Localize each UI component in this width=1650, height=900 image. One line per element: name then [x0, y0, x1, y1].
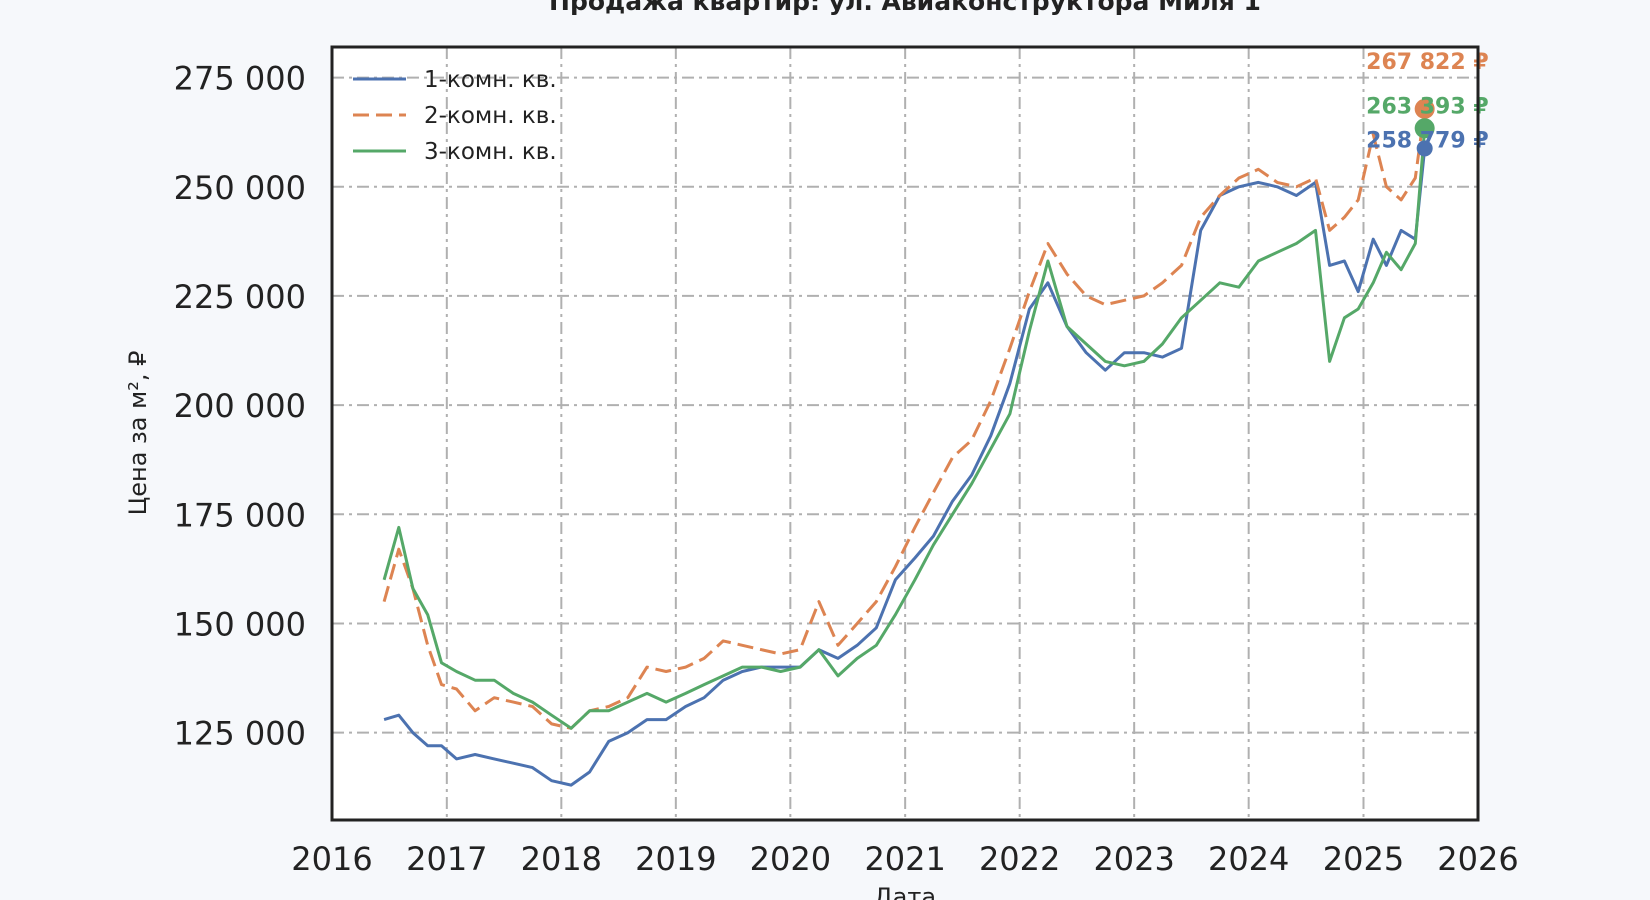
- y-axis-label: Цена за м², ₽: [124, 351, 152, 516]
- series-end-marker: [1414, 118, 1435, 139]
- end-value-labels: 258 779 ₽ 267 822 ₽ 263 393 ₽: [1366, 50, 1488, 153]
- series-line: [382, 108, 1427, 730]
- y-tick-label: 225 000: [174, 278, 306, 316]
- x-tick-label: 2024: [1208, 840, 1289, 878]
- y-tick-label: 250 000: [174, 169, 306, 207]
- x-tick-label: 2025: [1323, 840, 1404, 878]
- legend-label: 1-комн. кв.: [424, 67, 557, 93]
- x-tick-label: 2017: [406, 840, 487, 878]
- x-tick-label: 2022: [979, 840, 1060, 878]
- series-end-marker: [1414, 98, 1435, 119]
- series-end-marker: [1416, 140, 1433, 157]
- x-tick-labels: 2016 2017 2018 2019 2020 2021 2022 2023 2024 2025…: [291, 840, 1518, 878]
- plot-frame: [330, 45, 1480, 822]
- legend-label: 2-комн. кв.: [424, 103, 557, 129]
- x-tick-label: 2016: [291, 840, 372, 878]
- x-tick-label: 2020: [750, 840, 831, 878]
- y-tick-labels: 125 000 150 000 175 000 200 000 225 000 250 0…: [174, 60, 306, 753]
- series-end-value-label: 263 393 ₽: [1366, 94, 1488, 119]
- x-tick-label: 2026: [1437, 840, 1518, 878]
- y-tick-label: 125 000: [174, 715, 306, 753]
- end-markers: [1414, 98, 1435, 157]
- y-tick-label: 175 000: [174, 496, 306, 534]
- series-line: [382, 128, 1427, 730]
- chart-title: Продажа квартир: ул. Авиаконструктора Ми…: [549, 0, 1261, 16]
- y-tick-label: 275 000: [174, 60, 306, 98]
- series-lines: [382, 108, 1427, 787]
- legend-label: 3-комн. кв.: [424, 139, 557, 165]
- x-tick-label: 2021: [864, 840, 945, 878]
- x-tick-label: 2019: [635, 840, 716, 878]
- y-tick-label: 200 000: [174, 387, 306, 425]
- series-line: [383, 148, 1427, 787]
- x-tick-label: 2018: [521, 840, 602, 878]
- x-tick-label: 2023: [1093, 840, 1174, 878]
- series-end-value-label: 267 822 ₽: [1366, 50, 1488, 75]
- legend: 1-комн. кв. 2-комн. кв. 3-комн. кв.: [353, 67, 557, 165]
- y-tick-label: 150 000: [174, 605, 306, 643]
- x-axis-label: Дата: [874, 883, 936, 900]
- series-end-value-label: 258 779 ₽: [1366, 128, 1488, 153]
